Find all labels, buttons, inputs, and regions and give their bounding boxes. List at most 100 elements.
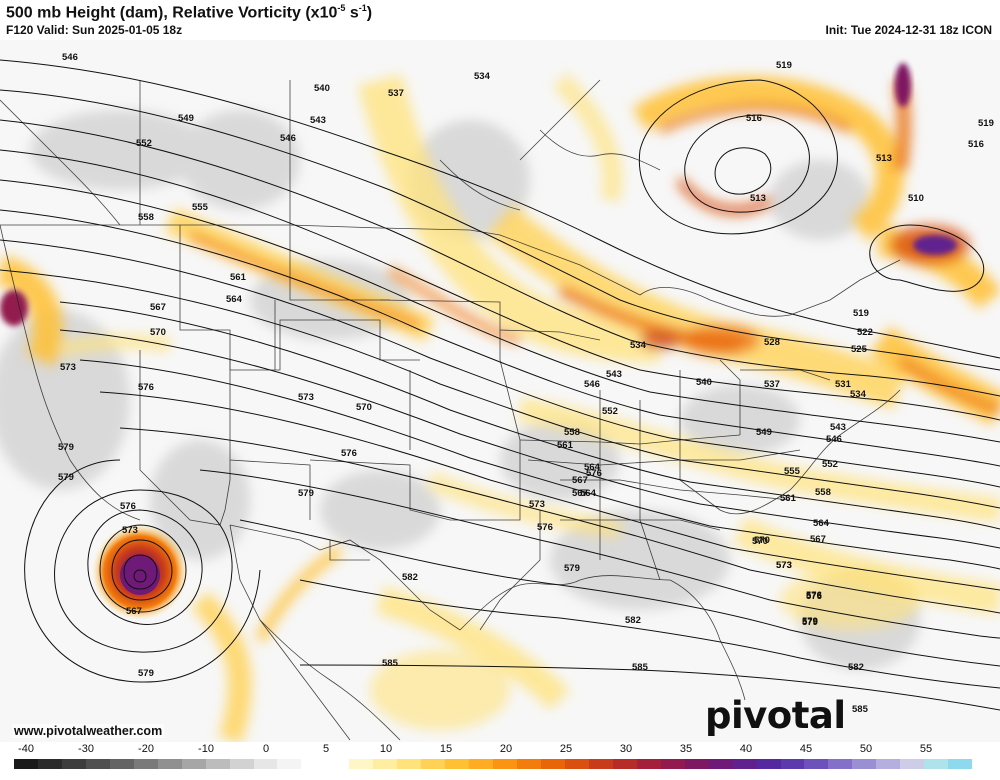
colorbar-swatch bbox=[924, 759, 949, 769]
contour-label: 564 bbox=[584, 462, 601, 473]
colorbar-swatch bbox=[612, 759, 637, 769]
colorbar-swatch bbox=[564, 759, 589, 769]
contour-label: 570 bbox=[752, 536, 768, 547]
colorbar-swatch bbox=[900, 759, 925, 769]
contour-labels: 546 549 552 555 558 561 564 567 570 573 … bbox=[58, 52, 994, 715]
colorbar-swatch bbox=[61, 759, 86, 769]
height-contours bbox=[0, 59, 1000, 711]
contour-label: 534 bbox=[850, 389, 867, 400]
contour-label: 528 bbox=[764, 337, 780, 348]
colorbar-swatch bbox=[157, 759, 182, 769]
contour-label: 558 bbox=[564, 427, 580, 438]
colorbar-swatch bbox=[253, 759, 278, 769]
contour-label: 543 bbox=[310, 115, 326, 126]
colorbar-tick: 50 bbox=[859, 743, 873, 755]
contour-label: 573 bbox=[298, 392, 314, 403]
contour-label: 570 bbox=[754, 535, 770, 546]
contour-label: 579 bbox=[802, 616, 818, 627]
colorbar-tick: 25 bbox=[559, 743, 573, 755]
colorbar-tick: -30 bbox=[78, 743, 94, 755]
contour-label: 561 bbox=[230, 272, 247, 283]
colorbar-tick: -40 bbox=[18, 743, 34, 755]
map-title: 500 mb Height (dam), Relative Vorticity … bbox=[6, 3, 373, 22]
colorbar-swatch bbox=[133, 759, 158, 769]
contour-label: 543 bbox=[606, 369, 622, 380]
colorbar-swatch bbox=[852, 759, 877, 769]
colorbar-swatch bbox=[732, 759, 757, 769]
colorbar-swatch bbox=[85, 759, 110, 769]
contour-label: 579 bbox=[802, 617, 818, 628]
colorbar-ramp bbox=[14, 759, 973, 769]
contour-label: 519 bbox=[853, 308, 869, 319]
init-time: Init: Tue 2024-12-31 18z ICON bbox=[825, 23, 993, 37]
colorbar-swatch bbox=[948, 759, 973, 769]
colorbar-tick: 55 bbox=[919, 743, 933, 755]
contour-label: 579 bbox=[298, 488, 314, 499]
contour-label: 555 bbox=[192, 202, 209, 213]
contour-label: 561 bbox=[780, 493, 797, 504]
contour-label: 582 bbox=[402, 572, 418, 583]
colorbar-swatch bbox=[325, 759, 350, 769]
contour-label: 519 bbox=[978, 118, 994, 129]
contour-label: 555 bbox=[784, 466, 801, 477]
colorbar-swatch bbox=[349, 759, 374, 769]
colorbar-swatch bbox=[780, 759, 805, 769]
contour-label: 546 bbox=[826, 434, 842, 445]
colorbar-tick: 15 bbox=[439, 743, 453, 755]
contour-label: 549 bbox=[756, 427, 772, 438]
contour-label: 573 bbox=[776, 560, 792, 571]
contour-label: 576 bbox=[586, 468, 602, 479]
contour-label: 564 bbox=[580, 488, 597, 499]
contour-label: 558 bbox=[815, 487, 831, 498]
contour-label: 585 bbox=[632, 662, 649, 673]
colorbar-tick: 30 bbox=[619, 743, 633, 755]
contour-label: 573 bbox=[776, 560, 792, 571]
contour-label: 534 bbox=[474, 71, 491, 82]
colorbar-swatch bbox=[684, 759, 709, 769]
colorbar-ticks: -40 -30 -20 -10 0 5 10 15 20 25 30 35 40… bbox=[0, 743, 1000, 757]
contour-label: 552 bbox=[136, 138, 152, 149]
contour-label: 576 bbox=[341, 448, 357, 459]
colorbar-swatch bbox=[828, 759, 853, 769]
colorbar-swatch bbox=[445, 759, 470, 769]
contour-label: 567 bbox=[126, 606, 142, 617]
contour-label: 576 bbox=[806, 591, 822, 602]
colorbar-tick: 0 bbox=[262, 743, 270, 755]
colorbar-tick: 5 bbox=[322, 743, 330, 755]
weather-map: 546 549 552 555 558 561 564 567 570 573 … bbox=[0, 40, 1000, 742]
contour-label: 513 bbox=[876, 153, 892, 164]
contour-label: 537 bbox=[388, 88, 404, 99]
positive-vorticity bbox=[0, 72, 1000, 742]
contour-label: 516 bbox=[968, 139, 984, 150]
contour-label: 525 bbox=[851, 344, 868, 355]
colorbar-tick: 20 bbox=[499, 743, 513, 755]
contour-label: 573 bbox=[529, 499, 545, 510]
colorbar-tick: -20 bbox=[138, 743, 154, 755]
colorbar-swatch bbox=[277, 759, 302, 769]
website-watermark: www.pivotalweather.com bbox=[12, 724, 165, 738]
contour-label: 582 bbox=[625, 615, 641, 626]
boundaries bbox=[0, 79, 901, 741]
contour-label: 546 bbox=[584, 379, 600, 390]
contour-label: 561 bbox=[557, 440, 574, 451]
colorbar-swatch bbox=[373, 759, 398, 769]
colorbar-swatch bbox=[588, 759, 613, 769]
colorbar-swatch bbox=[397, 759, 422, 769]
colorbar-tick: 45 bbox=[799, 743, 813, 755]
contour-label: 585 bbox=[852, 704, 869, 715]
contour-label: 513 bbox=[750, 193, 766, 204]
contour-label: 552 bbox=[602, 406, 618, 417]
contour-label: 540 bbox=[314, 83, 330, 94]
colorbar-swatch bbox=[229, 759, 254, 769]
colorbar-swatch bbox=[804, 759, 829, 769]
colorbar-swatch bbox=[301, 759, 326, 769]
contour-label: 510 bbox=[908, 193, 924, 204]
contour-label: 579 bbox=[58, 472, 74, 483]
colorbar-swatch bbox=[109, 759, 134, 769]
colorbar-swatch bbox=[181, 759, 206, 769]
contour-label: 576 bbox=[120, 501, 136, 512]
colorbar-swatch bbox=[421, 759, 446, 769]
colorbar-swatch bbox=[37, 759, 62, 769]
contour-label: 576 bbox=[138, 382, 154, 393]
colorbar-swatch bbox=[876, 759, 901, 769]
